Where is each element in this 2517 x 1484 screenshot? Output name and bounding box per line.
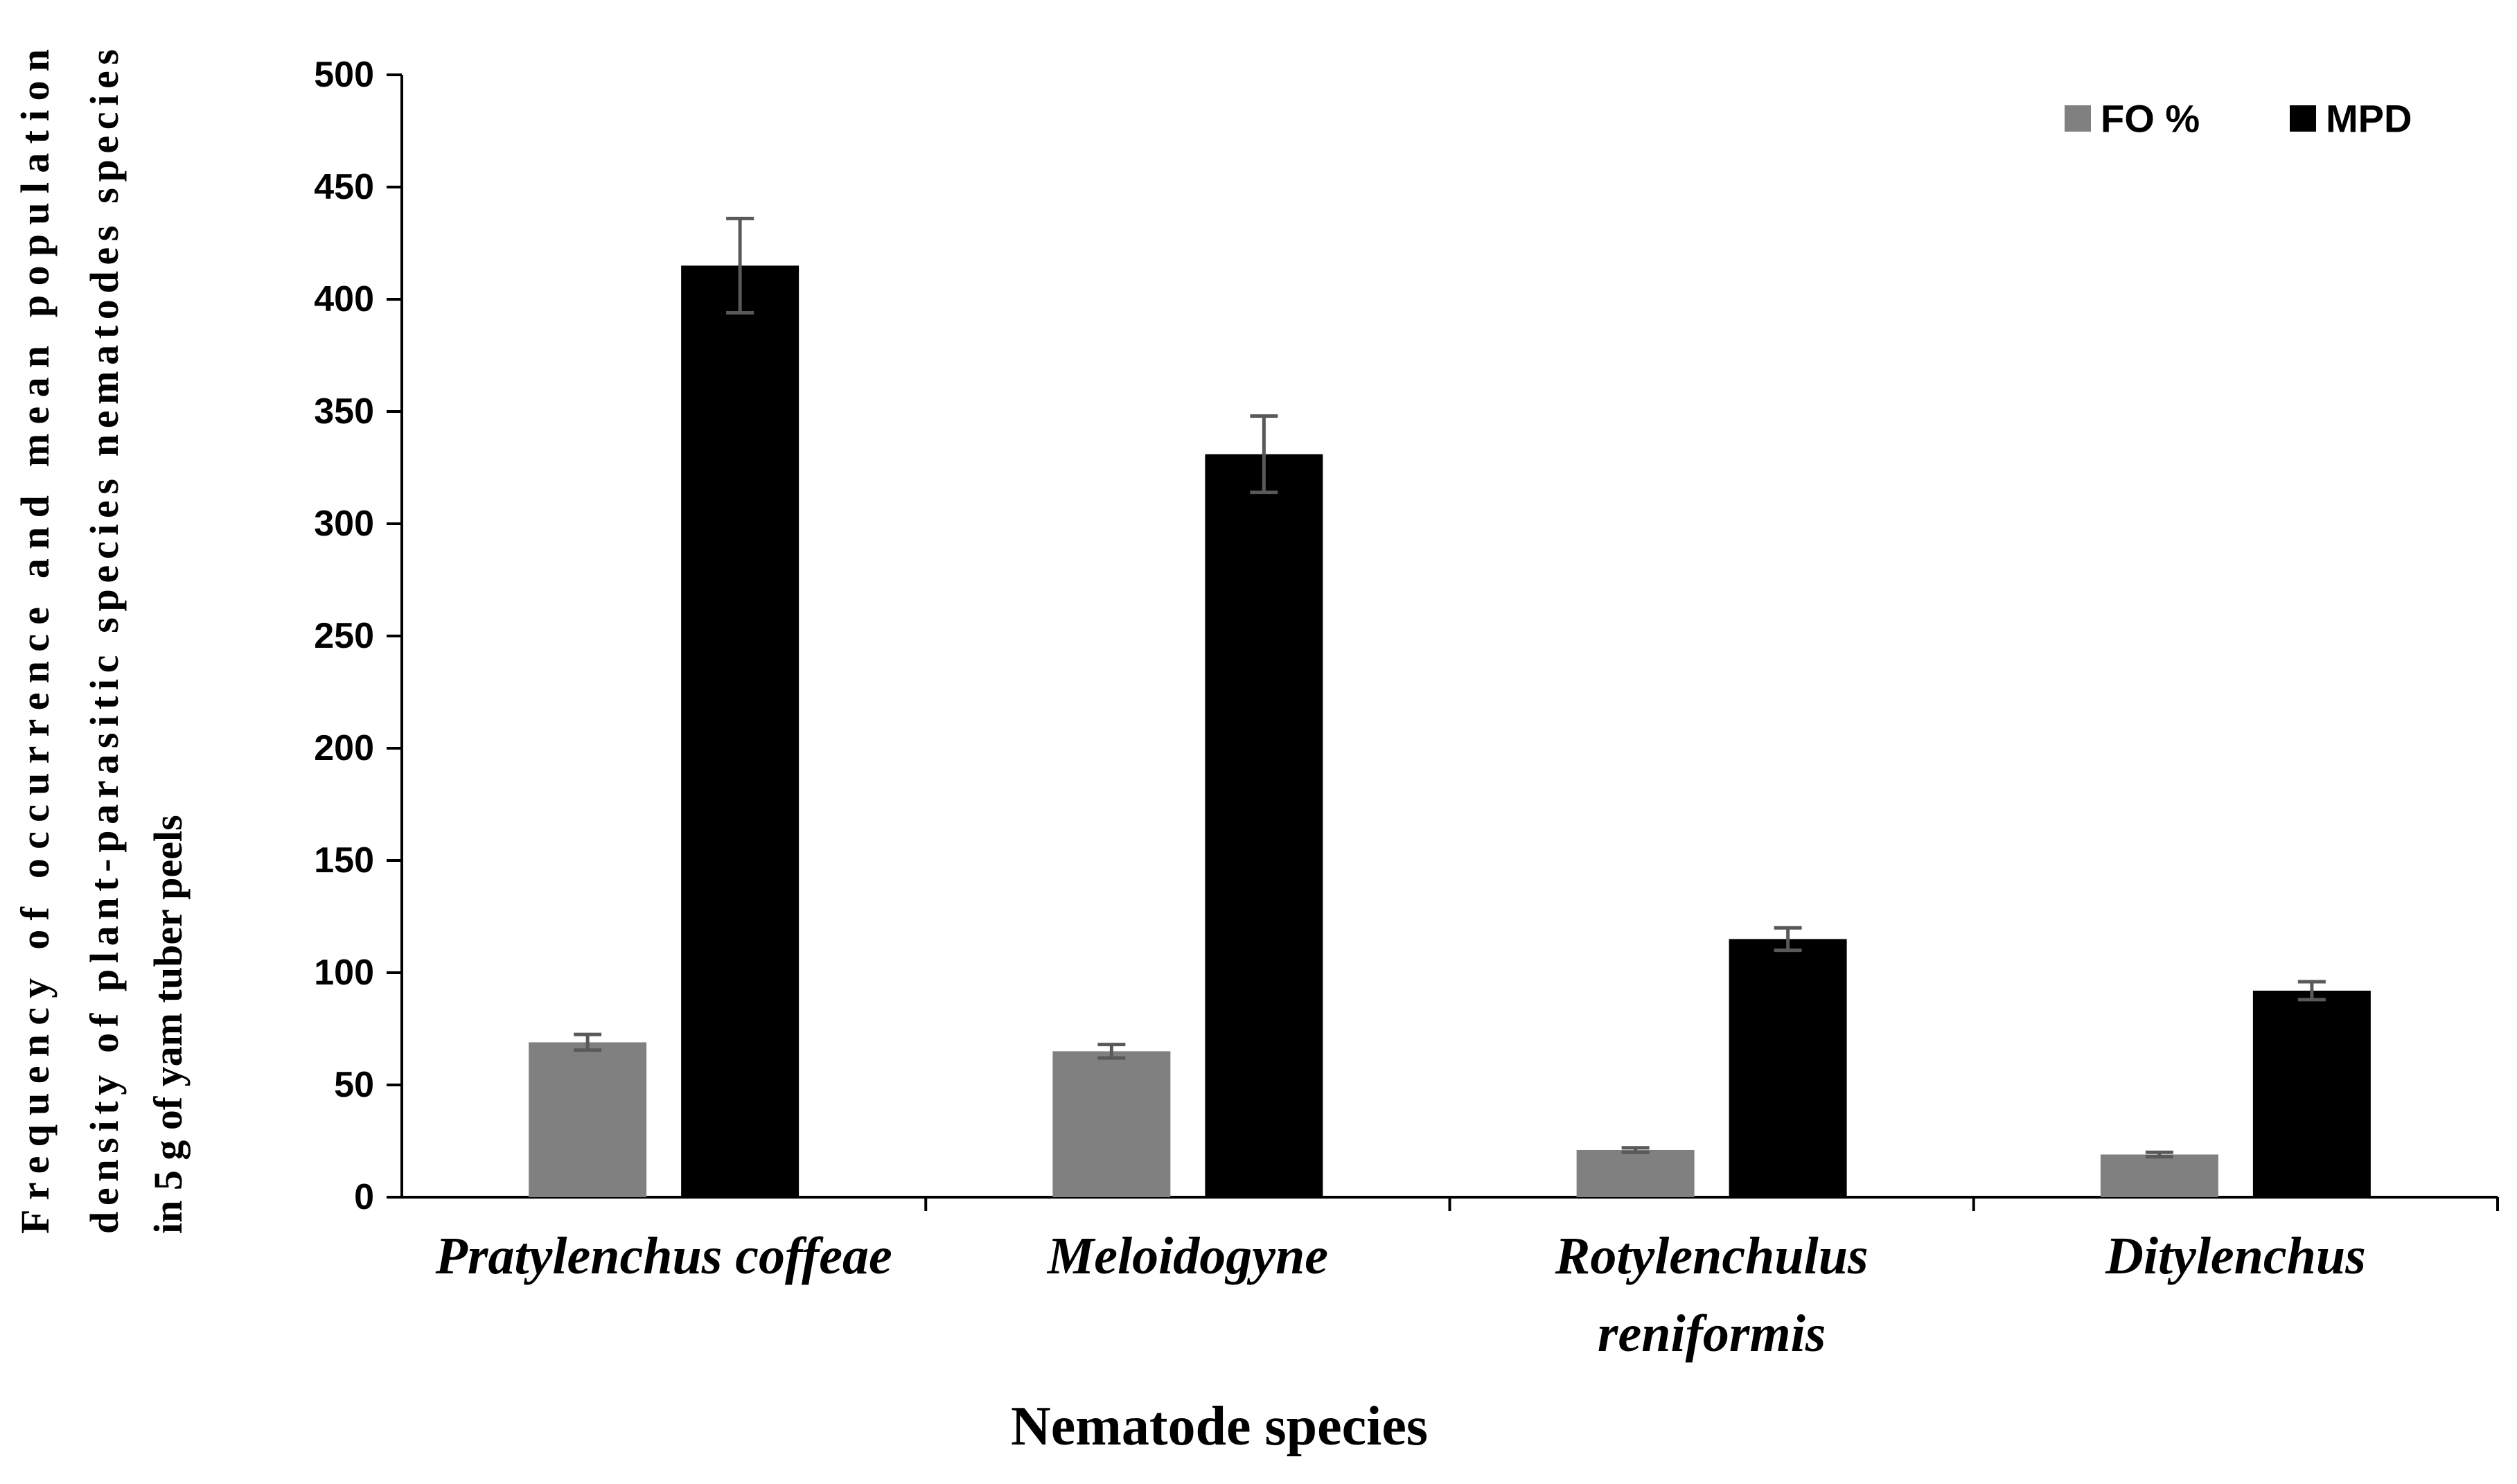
x-axis-title: Nematode species [1011,1396,1428,1457]
y-tick-label: 50 [334,1065,374,1105]
x-category-label: Rotylenchulus [1555,1227,1869,1285]
x-category-label: Ditylenchus [2105,1227,2366,1285]
y-tick-label: 350 [314,391,374,432]
y-axis-title-line: in 5 g of yam tuber peels [145,815,191,1234]
bar-mpd [681,265,800,1197]
y-tick-label: 200 [314,728,374,768]
y-tick-label: 0 [354,1177,374,1217]
legend-label: MPD [2326,97,2412,141]
legend-swatch-fo [2065,105,2091,132]
legend-swatch-mpd [2290,105,2316,132]
bar-mpd [2252,990,2371,1197]
y-tick-label: 300 [314,504,374,544]
y-tick-label: 400 [314,279,374,319]
y-tick-label: 100 [314,953,374,993]
x-category-label: Meloidogyne [1047,1227,1328,1285]
y-axis-title-line: density of plant-parasitic species nemat… [82,49,127,1234]
y-tick-label: 450 [314,167,374,207]
bar-fo [2100,1154,2218,1197]
legend-label: FO % [2101,97,2200,141]
x-category-label: Pratylenchus coffeae [435,1227,892,1285]
bar-mpd [1729,939,1847,1197]
bar-fo [529,1042,647,1197]
y-tick-label: 150 [314,840,374,881]
y-tick-label: 250 [314,616,374,656]
bar-fo [1576,1149,1695,1197]
x-category-label: reniformis [1598,1305,1826,1363]
bar-mpd [1205,454,1323,1197]
y-axis-title-line: Frequency of occurrence and mean populat… [12,49,58,1234]
y-tick-label: 500 [314,55,374,95]
bar-fo [1052,1051,1171,1197]
